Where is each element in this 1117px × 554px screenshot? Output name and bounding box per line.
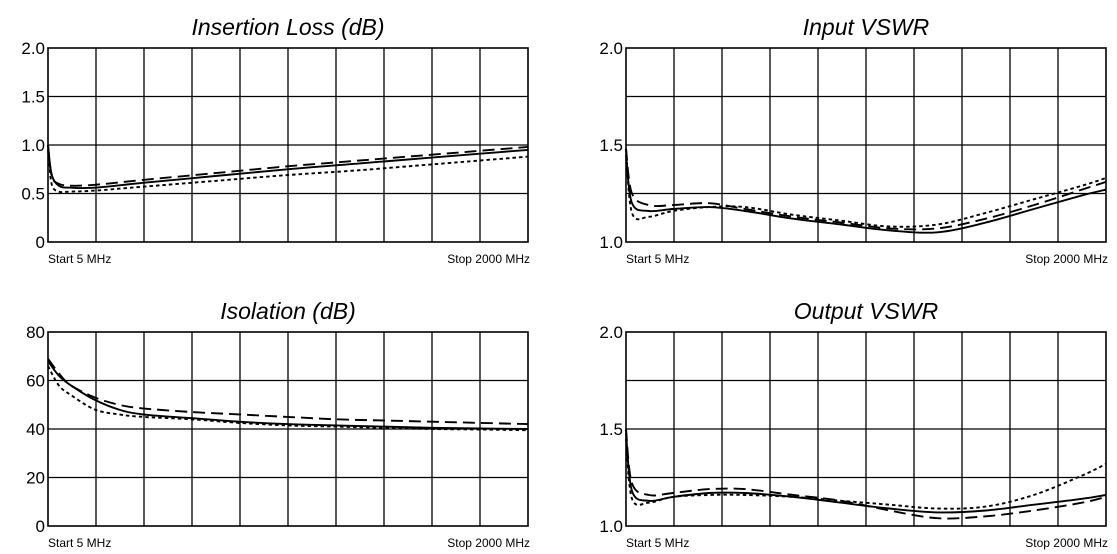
y-tick-label: 1.5 [599, 136, 623, 155]
series-line-dashed [625, 428, 1107, 520]
series-line-dotted [47, 149, 529, 194]
series-line-solid [625, 154, 1107, 234]
series-line-dotted [625, 148, 1107, 228]
series-line-solid [47, 144, 529, 190]
y-tick-label: 2.0 [599, 323, 623, 342]
y-tick-label: 0.5 [21, 185, 45, 204]
start-frequency-label: Start 5 MHz [626, 536, 689, 550]
start-frequency-label: Start 5 MHz [626, 252, 689, 266]
stop-frequency-label: Stop 2000 MHz [447, 252, 530, 266]
chart-title: Insertion Loss (dB) [191, 14, 384, 40]
chart-panel: Isolation (dB) 0 20 40 60 80 Start 5 MHz Stop 2… [26, 298, 530, 550]
chart-panel: Insertion Loss (dB) 0 0.5 1.0 1.5 2.0 Start 5 … [21, 14, 530, 266]
chart-title: Input VSWR [803, 14, 930, 40]
y-tick-label: 1.0 [599, 517, 623, 536]
y-tick-label: 2.0 [599, 39, 623, 58]
series-line-dotted [47, 365, 529, 432]
chart-panel: Input VSWR 1.0 1.5 2.0 Start 5 MHz Stop 2000 … [599, 14, 1108, 266]
y-tick-label: 1.0 [21, 136, 45, 155]
y-tick-label: 40 [26, 420, 45, 439]
chart-title: Output VSWR [794, 298, 938, 324]
y-tick-label: 1.5 [599, 420, 623, 439]
series-line-dashed [625, 148, 1107, 231]
stop-frequency-label: Stop 2000 MHz [1025, 252, 1108, 266]
y-tick-label: 2.0 [21, 39, 45, 58]
y-tick-label: 20 [26, 469, 45, 488]
series-line-dashed [47, 144, 529, 187]
y-tick-label: 1.5 [21, 88, 45, 107]
series-line-dotted [625, 438, 1107, 510]
stop-frequency-label: Stop 2000 MHz [447, 536, 530, 550]
y-tick-label: 0 [36, 517, 45, 536]
chart-panel: Output VSWR 1.0 1.5 2.0 Start 5 MHz Stop 2000… [599, 298, 1108, 550]
plot-frame [625, 47, 1107, 243]
start-frequency-label: Start 5 MHz [48, 252, 111, 266]
chart-title: Isolation (dB) [220, 298, 356, 324]
series-line-dashed [47, 358, 529, 426]
stop-frequency-label: Stop 2000 MHz [1025, 536, 1108, 550]
y-tick-label: 80 [26, 323, 45, 342]
y-tick-label: 1.0 [599, 233, 623, 252]
start-frequency-label: Start 5 MHz [48, 536, 111, 550]
y-tick-label: 0 [36, 233, 45, 252]
y-tick-label: 60 [26, 372, 45, 391]
